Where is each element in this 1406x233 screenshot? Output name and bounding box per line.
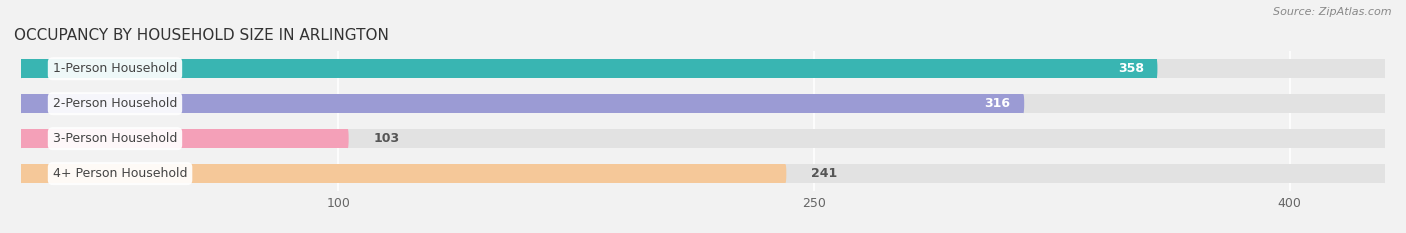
Text: 4+ Person Household: 4+ Person Household bbox=[53, 167, 187, 180]
Text: 358: 358 bbox=[1118, 62, 1144, 75]
Text: OCCUPANCY BY HOUSEHOLD SIZE IN ARLINGTON: OCCUPANCY BY HOUSEHOLD SIZE IN ARLINGTON bbox=[14, 28, 389, 43]
Bar bbox=[21, 94, 1385, 113]
Ellipse shape bbox=[20, 59, 22, 78]
Ellipse shape bbox=[20, 164, 22, 183]
Ellipse shape bbox=[1156, 59, 1157, 78]
Ellipse shape bbox=[20, 94, 22, 113]
Bar bbox=[21, 94, 1024, 113]
Ellipse shape bbox=[1022, 94, 1024, 113]
Text: 2-Person Household: 2-Person Household bbox=[53, 97, 177, 110]
Bar bbox=[21, 129, 347, 148]
Bar bbox=[21, 164, 1385, 183]
Text: 3-Person Household: 3-Person Household bbox=[53, 132, 177, 145]
Ellipse shape bbox=[785, 164, 786, 183]
Bar bbox=[21, 129, 1385, 148]
Ellipse shape bbox=[20, 129, 22, 148]
Ellipse shape bbox=[20, 164, 22, 183]
Ellipse shape bbox=[1384, 164, 1386, 183]
Ellipse shape bbox=[20, 59, 22, 78]
Text: 241: 241 bbox=[811, 167, 837, 180]
Text: Source: ZipAtlas.com: Source: ZipAtlas.com bbox=[1274, 7, 1392, 17]
Text: 103: 103 bbox=[373, 132, 399, 145]
Text: 1-Person Household: 1-Person Household bbox=[53, 62, 177, 75]
Text: 316: 316 bbox=[984, 97, 1011, 110]
Ellipse shape bbox=[347, 129, 349, 148]
Ellipse shape bbox=[20, 94, 22, 113]
Ellipse shape bbox=[1384, 59, 1386, 78]
Ellipse shape bbox=[1384, 94, 1386, 113]
Ellipse shape bbox=[20, 129, 22, 148]
Bar bbox=[21, 59, 1157, 78]
Bar bbox=[21, 59, 1385, 78]
Bar bbox=[21, 164, 786, 183]
Ellipse shape bbox=[1384, 129, 1386, 148]
